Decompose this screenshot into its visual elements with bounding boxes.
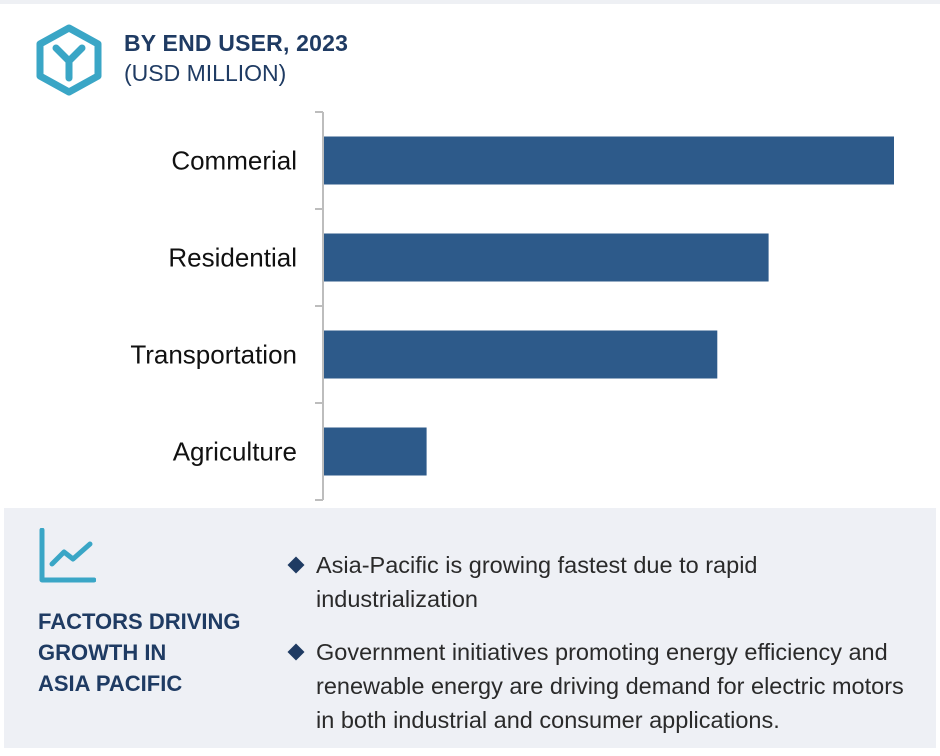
panel-heading-line: ASIA PACIFIC — [38, 671, 183, 696]
factor-list: Asia-Pacific is growing fastest due to r… — [287, 548, 918, 756]
top-border — [0, 0, 940, 4]
diamond-bullet-icon — [287, 556, 305, 574]
chart-title: BY END USER, 2023 — [124, 30, 349, 56]
category-label: Residential — [168, 243, 297, 273]
category-label: Commerial — [171, 146, 297, 176]
panel-heading-line: GROWTH IN — [38, 640, 167, 665]
bar — [324, 330, 718, 379]
bar — [324, 427, 427, 476]
factor-text: Asia-Pacific is growing fastest due to r… — [316, 552, 758, 612]
diamond-bullet-icon — [287, 643, 305, 661]
category-label: Agriculture — [173, 437, 297, 467]
bar-chart: Commerial Residential Transportation Agricu… — [130, 111, 894, 501]
list-item: Government initiatives promoting energy … — [287, 635, 918, 737]
panel-heading: FACTORS DRIVING GROWTH IN ASIA PACIFIC — [38, 606, 258, 699]
bar — [324, 136, 894, 185]
panel-heading-line: FACTORS DRIVING — [38, 609, 241, 634]
factors-panel: FACTORS DRIVING GROWTH IN ASIA PACIFIC A… — [4, 508, 936, 748]
category-label: Transportation — [130, 340, 297, 370]
hexagon-y-logo-icon — [36, 24, 102, 96]
factor-text: Government initiatives promoting energy … — [316, 639, 904, 733]
bar — [324, 233, 769, 282]
list-item: Asia-Pacific is growing fastest due to r… — [287, 548, 918, 616]
line-chart-growth-icon — [39, 528, 96, 583]
chart-subtitle: (USD MILLION) — [124, 60, 287, 86]
